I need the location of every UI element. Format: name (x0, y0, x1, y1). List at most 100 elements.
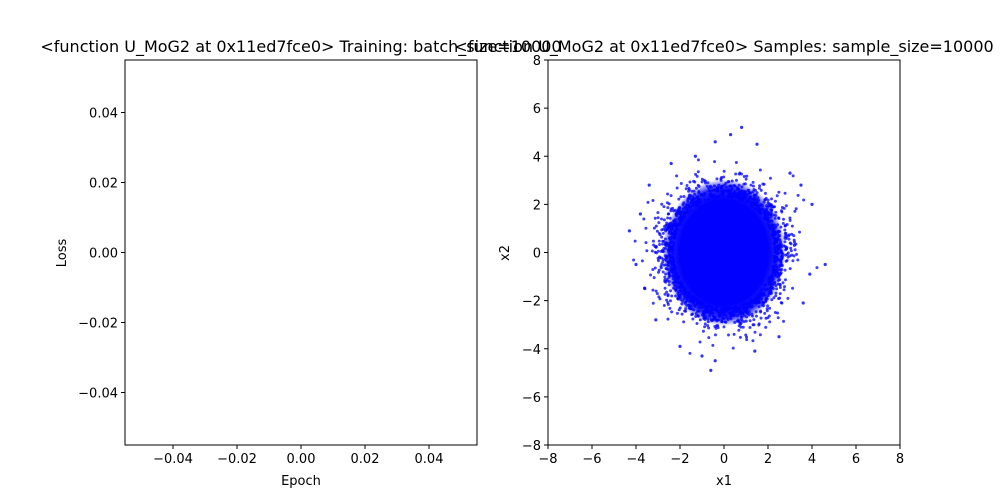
scatter-point (732, 183, 736, 187)
scatter-point (673, 222, 677, 226)
scatter-point (658, 255, 662, 259)
scatter-point (749, 300, 753, 304)
scatter-point (743, 197, 747, 201)
scatter-point (732, 332, 736, 336)
scatter-point (737, 324, 741, 328)
scatter-point (751, 339, 755, 343)
samples-chart-ylabel: x2 (498, 245, 513, 261)
scatter-point (656, 259, 660, 263)
scatter-point (751, 201, 755, 205)
scatter-point (655, 292, 659, 296)
scatter-point (682, 194, 686, 198)
scatter-outlier-point (700, 354, 704, 358)
scatter-point (741, 302, 745, 306)
scatter-point (776, 282, 780, 286)
scatter-point (677, 197, 681, 201)
loss-chart-xtick-label: −0.02 (217, 452, 257, 467)
scatter-point (736, 191, 740, 195)
scatter-point (779, 260, 783, 264)
scatter-point (758, 210, 762, 214)
scatter-point (722, 183, 726, 187)
loss-chart-ylabel: Loss (55, 239, 70, 268)
scatter-point (724, 308, 728, 312)
scatter-point (773, 199, 777, 203)
scatter-point (665, 201, 669, 205)
scatter-point (695, 298, 699, 302)
loss-chart-ytick-label: −0.04 (78, 387, 118, 402)
scatter-point (763, 283, 767, 287)
scatter-point (675, 311, 679, 315)
scatter-point (776, 316, 780, 320)
scatter-point (720, 316, 724, 320)
scatter-point (669, 209, 673, 213)
scatter-outlier-point (693, 154, 698, 158)
scatter-point (680, 302, 684, 306)
scatter-point (775, 194, 779, 198)
scatter-point (739, 305, 743, 309)
scatter-point (703, 192, 707, 196)
scatter-point (703, 309, 707, 313)
scatter-point (669, 194, 673, 198)
scatter-point (671, 206, 675, 210)
scatter-point (665, 298, 669, 302)
scatter-point (759, 288, 763, 292)
scatter-point (684, 187, 688, 191)
scatter-point (663, 286, 667, 290)
scatter-point (758, 295, 762, 299)
scatter-point (666, 216, 670, 220)
scatter-point (796, 193, 800, 197)
scatter-point (682, 292, 686, 296)
scatter-point (654, 224, 658, 228)
scatter-point (783, 285, 787, 289)
scatter-point (672, 241, 676, 245)
scatter-point (658, 297, 662, 301)
scatter-point (706, 324, 710, 328)
scatter-point (711, 311, 715, 315)
scatter-point (802, 198, 806, 202)
scatter-point (710, 308, 714, 312)
scatter-point (669, 265, 673, 269)
scatter-point (788, 216, 792, 220)
scatter-point (720, 175, 724, 179)
samples-chart-xtick-label: 6 (852, 452, 860, 467)
scatter-point (714, 308, 718, 312)
loss-chart-frame (124, 59, 478, 446)
scatter-point (751, 180, 755, 184)
scatter-point (783, 268, 787, 272)
scatter-point (664, 263, 668, 267)
scatter-point (682, 320, 686, 324)
scatter-point (732, 309, 736, 313)
scatter-point (751, 323, 755, 327)
scatter-point (689, 299, 693, 303)
scatter-point (673, 278, 677, 282)
scatter-point (768, 226, 772, 230)
scatter-point (773, 257, 777, 261)
scatter-point (672, 236, 676, 240)
scatter-point (773, 281, 777, 285)
scatter-point (649, 273, 653, 277)
scatter-point (730, 187, 734, 191)
scatter-point (748, 326, 752, 330)
scatter-point (651, 288, 655, 292)
scatter-outlier-point (792, 243, 797, 247)
scatter-point (749, 191, 753, 195)
scatter-point (685, 183, 689, 187)
scatter-point (676, 291, 680, 295)
scatter-point (763, 209, 767, 213)
scatter-point (713, 333, 717, 337)
scatter-point (753, 301, 757, 305)
scatter-point (692, 179, 696, 183)
scatter-point (793, 209, 797, 213)
scatter-point (702, 302, 706, 306)
samples-chart-ytick-label: −6 (522, 391, 541, 406)
scatter-point (746, 197, 750, 201)
scatter-point (744, 308, 748, 312)
scatter-point (645, 249, 649, 253)
scatter-point (690, 204, 694, 208)
scatter-point (659, 249, 663, 253)
scatter-point (742, 174, 746, 178)
scatter-point (633, 239, 637, 243)
scatter-point (654, 251, 658, 255)
scatter-point (700, 177, 704, 181)
scatter-point (754, 314, 758, 318)
